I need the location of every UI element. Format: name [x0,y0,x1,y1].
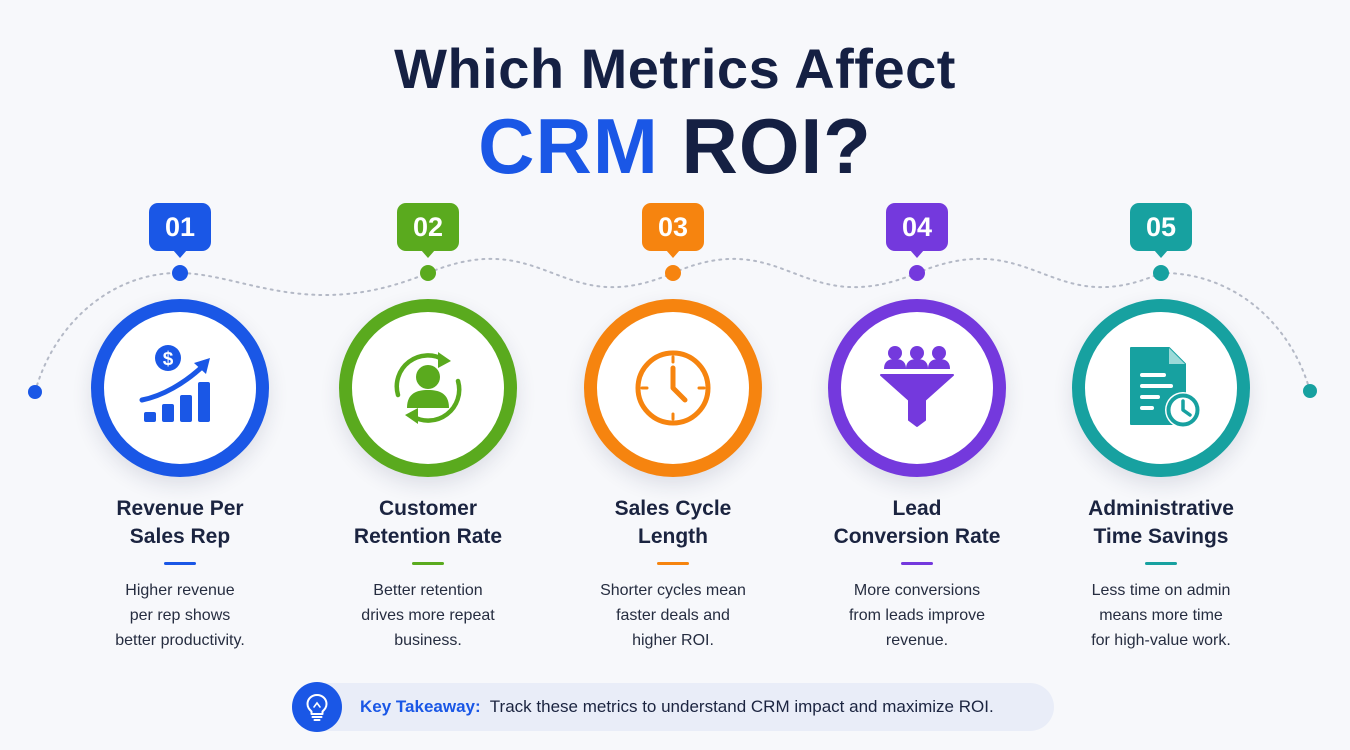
metric-number-badge: 03 [642,203,704,258]
lightbulb-icon [292,682,342,732]
metric-name: Revenue Per Sales Rep [55,495,305,551]
node-dot-04 [909,265,925,281]
metric-description-line: better productivity. [115,632,245,649]
metric-description-line: higher ROI. [632,632,714,649]
metric-card-retention: 02 Customer Retention Rate Better retent… [303,203,553,649]
metric-name: Customer Retention Rate [303,495,553,551]
node-dot-05 [1153,265,1169,281]
metric-card-lead-conversion: 04 Lead Conversion Rate More conversions… [792,203,1042,649]
metric-name-line: Revenue Per [116,497,244,520]
metric-name: Sales Cycle Length [548,495,798,551]
customer-retention-icon [394,352,462,424]
metric-description-line: per rep shows [129,607,231,624]
metric-description-line: Better retention [373,582,483,599]
metric-description: More conversions from leads improve reve… [792,578,1042,653]
metric-description: Better retention drives more repeat busi… [303,578,553,653]
title-line-2: CRM ROI? [0,107,1350,185]
title-rest: ROI? [681,102,872,191]
metric-card-admin-time: 05 Administrative Time Savings Less time… [1036,203,1286,649]
metric-name-line: Lead [892,497,942,520]
metric-icon-ring [339,299,517,477]
metric-number-badge: 01 [149,203,211,258]
metric-card-revenue: 01 $ Revenue Per Sales Rep Higher revenu… [55,203,305,649]
metric-number-badge: 04 [886,203,948,258]
metric-name-line: Length [638,525,708,548]
metric-name-line: Retention Rate [353,525,503,548]
metric-description-line: drives more repeat [361,607,495,624]
metric-description-line: business. [394,632,462,649]
metric-underline [1145,562,1177,565]
metric-description: Higher revenue per rep shows better prod… [55,578,305,653]
metric-icon-ring [828,299,1006,477]
metric-description-line: Higher revenue [125,582,235,599]
metric-number-badge: 05 [1130,203,1192,258]
title-line-1: Which Metrics Affect [394,37,956,101]
title-accent: CRM [478,102,659,191]
key-takeaway-banner: Key Takeaway: Track these metrics to und… [292,682,1054,732]
start-dot [28,385,42,399]
end-dot [1303,384,1317,398]
svg-text:$: $ [163,349,174,370]
funnel-icon [880,346,954,427]
takeaway-message: Track these metrics to understand CRM im… [489,697,994,716]
metric-name-line: Customer [378,497,478,520]
node-dot-01 [172,265,188,281]
metric-underline [412,562,444,565]
metric-number-badge: 02 [397,203,459,258]
metric-underline [901,562,933,565]
metric-description-line: revenue. [885,632,949,649]
metric-name-line: Administrative [1088,497,1234,520]
metric-name-line: Time Savings [1093,525,1229,548]
metric-underline [164,562,196,565]
metric-name-line: Conversion Rate [833,525,1001,548]
clock-icon [635,350,711,426]
metric-icon-ring [1072,299,1250,477]
metric-description-line: for high-value work. [1091,632,1231,649]
metric-name-line: Sales Rep [129,525,231,548]
metric-name: Lead Conversion Rate [792,495,1042,551]
metric-description: Shorter cycles mean faster deals and hig… [548,578,798,653]
metric-description-line: Less time on admin [1091,582,1231,599]
metric-description: Less time on admin means more time for h… [1036,578,1286,653]
document-clock-icon [1130,347,1201,428]
node-dot-03 [665,265,681,281]
metric-name: Administrative Time Savings [1036,495,1286,551]
metric-description-line: faster deals and [616,607,730,624]
metric-icon-ring [584,299,762,477]
metric-description-line: means more time [1099,607,1223,624]
metric-card-sales-cycle: 03 Sales Cycle Length Shorter cycles mea… [548,203,798,649]
takeaway-text: Key Takeaway: Track these metrics to und… [360,683,994,731]
node-dot-02 [420,265,436,281]
metric-description-line: Shorter cycles mean [600,582,746,599]
metric-description-line: More conversions [853,582,981,599]
metric-name-line: Sales Cycle [614,497,732,520]
revenue-chart-icon: $ [139,345,210,422]
metric-icon-ring: $ [91,299,269,477]
page-title: Which Metrics Affect CRM ROI? [0,37,1350,186]
metric-description-line: from leads improve [848,607,986,624]
takeaway-label: Key Takeaway: [360,697,481,716]
metric-underline [657,562,689,565]
